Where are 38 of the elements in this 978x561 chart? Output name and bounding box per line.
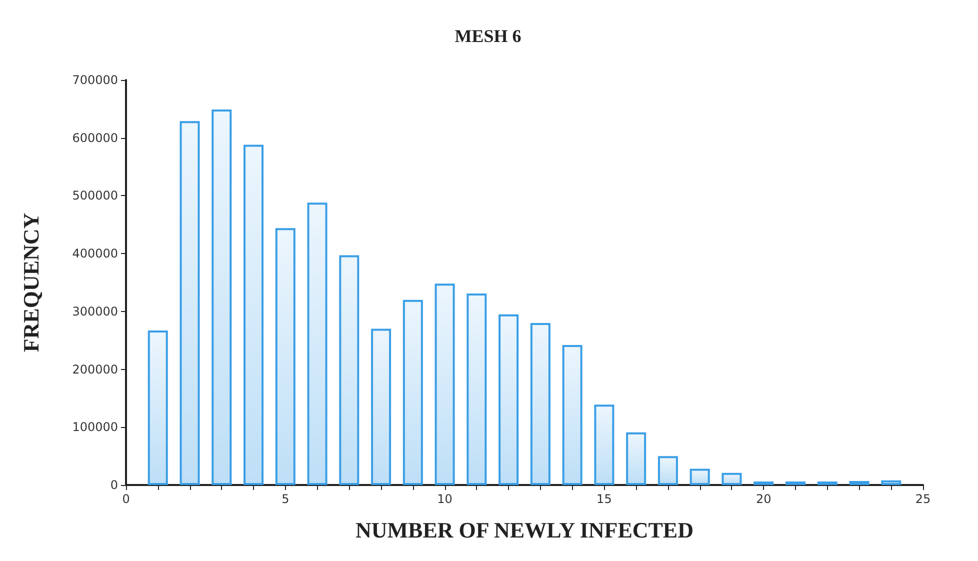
y-tick-label: 200000 (72, 362, 118, 376)
y-tick-label: 0 (110, 478, 118, 492)
bar (658, 456, 678, 485)
bar (498, 314, 519, 485)
x-tick-label: 10 (437, 492, 452, 506)
bar (722, 472, 742, 485)
y-tick-label: 600000 (72, 130, 118, 145)
bar (562, 344, 582, 485)
bar (244, 144, 264, 485)
bar (212, 110, 232, 485)
chart-title: MESH 6 (454, 26, 522, 46)
x-axis-title: NUMBER OF NEWLY INFECTED (356, 518, 694, 542)
bar (530, 323, 550, 485)
bar (626, 432, 646, 485)
bar (371, 328, 392, 485)
bar (690, 468, 710, 485)
bar (849, 480, 870, 485)
y-tick-label: 300000 (72, 304, 118, 318)
bar (402, 300, 423, 485)
bar (466, 293, 487, 485)
x-tick-label: 15 (596, 492, 612, 506)
y-tick-label: 400000 (72, 246, 118, 261)
x-tick-label: 25 (915, 492, 931, 506)
y-tick-label: 500000 (72, 188, 118, 203)
bar (180, 121, 200, 485)
y-tick-label: 700000 (72, 73, 118, 87)
x-tick-label: 20 (756, 492, 772, 506)
x-tick-label: 0 (122, 492, 130, 506)
x-tick-label: 5 (282, 492, 290, 506)
y-tick-label: 100000 (72, 420, 118, 434)
bar (148, 330, 168, 485)
y-axis-title: FREQUENCY (18, 212, 44, 352)
bar (594, 404, 614, 485)
bar (881, 480, 902, 485)
bar (434, 284, 455, 485)
bar (275, 228, 296, 485)
bar (339, 255, 360, 485)
bar (307, 202, 328, 485)
